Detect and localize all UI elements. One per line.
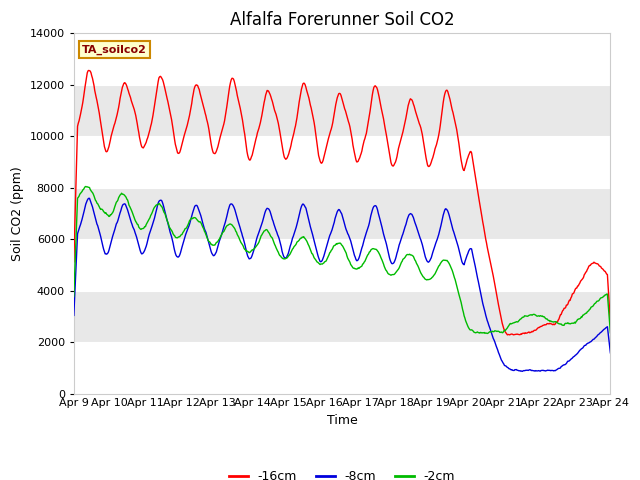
Y-axis label: Soil CO2 (ppm): Soil CO2 (ppm) [11, 166, 24, 261]
Bar [74, 85, 611, 136]
Text: TA_soilco2: TA_soilco2 [82, 44, 147, 55]
Title: Alfalfa Forerunner Soil CO2: Alfalfa Forerunner Soil CO2 [230, 11, 454, 29]
Bar [74, 188, 611, 239]
Bar [74, 291, 611, 342]
X-axis label: Time: Time [327, 414, 358, 427]
Legend: -16cm, -8cm, -2cm: -16cm, -8cm, -2cm [224, 465, 460, 480]
